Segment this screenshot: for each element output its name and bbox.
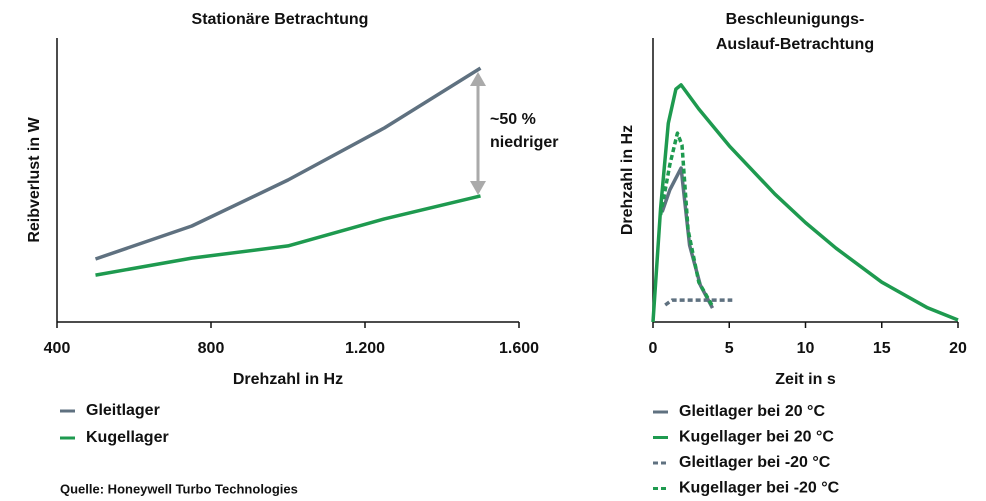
x-tick-label: 20 bbox=[949, 340, 967, 357]
chart-title: Beschleunigungs- bbox=[726, 11, 865, 28]
x-tick-label: 1.600 bbox=[499, 340, 539, 357]
series-line bbox=[651, 83, 959, 323]
y-axis-label: Drehzahl in Hz bbox=[619, 125, 636, 235]
chart-title: Auslauf-Betrachtung bbox=[716, 36, 874, 53]
series-line bbox=[658, 131, 715, 307]
series-line bbox=[95, 194, 481, 277]
x-axis-label: Zeit in s bbox=[775, 371, 836, 388]
arrow-head bbox=[470, 72, 486, 86]
series-line bbox=[664, 298, 733, 307]
x-tick-label: 800 bbox=[198, 340, 225, 357]
series-line bbox=[660, 166, 715, 309]
series-line bbox=[94, 66, 482, 261]
x-tick-label: 400 bbox=[44, 340, 71, 357]
annotation: ~50 % bbox=[490, 111, 536, 128]
chart-title: Stationäre Betrachtung bbox=[192, 11, 369, 28]
legend-label: Gleitlager bei 20 °C bbox=[679, 403, 825, 420]
x-axis-label: Drehzahl in Hz bbox=[233, 371, 343, 388]
y-axis-label: Reibverlust in W bbox=[26, 116, 43, 242]
source: Quelle: Honeywell Turbo Technologies bbox=[60, 481, 298, 496]
x-tick-label: 1.200 bbox=[345, 340, 385, 357]
legend-label: Kugellager bbox=[86, 429, 169, 446]
x-tick-label: 0 bbox=[649, 340, 658, 357]
arrow-head bbox=[470, 181, 486, 195]
x-tick-label: 5 bbox=[725, 340, 734, 357]
annotation: niedriger bbox=[490, 134, 558, 151]
legend-label: Kugellager bei -20 °C bbox=[679, 480, 840, 497]
x-tick-label: 15 bbox=[873, 340, 891, 357]
legend-label: Gleitlager bbox=[86, 402, 160, 419]
legend-label: Kugellager bei 20 °C bbox=[679, 429, 834, 446]
legend-label: Gleitlager bei -20 °C bbox=[679, 454, 831, 471]
x-tick-label: 10 bbox=[797, 340, 815, 357]
